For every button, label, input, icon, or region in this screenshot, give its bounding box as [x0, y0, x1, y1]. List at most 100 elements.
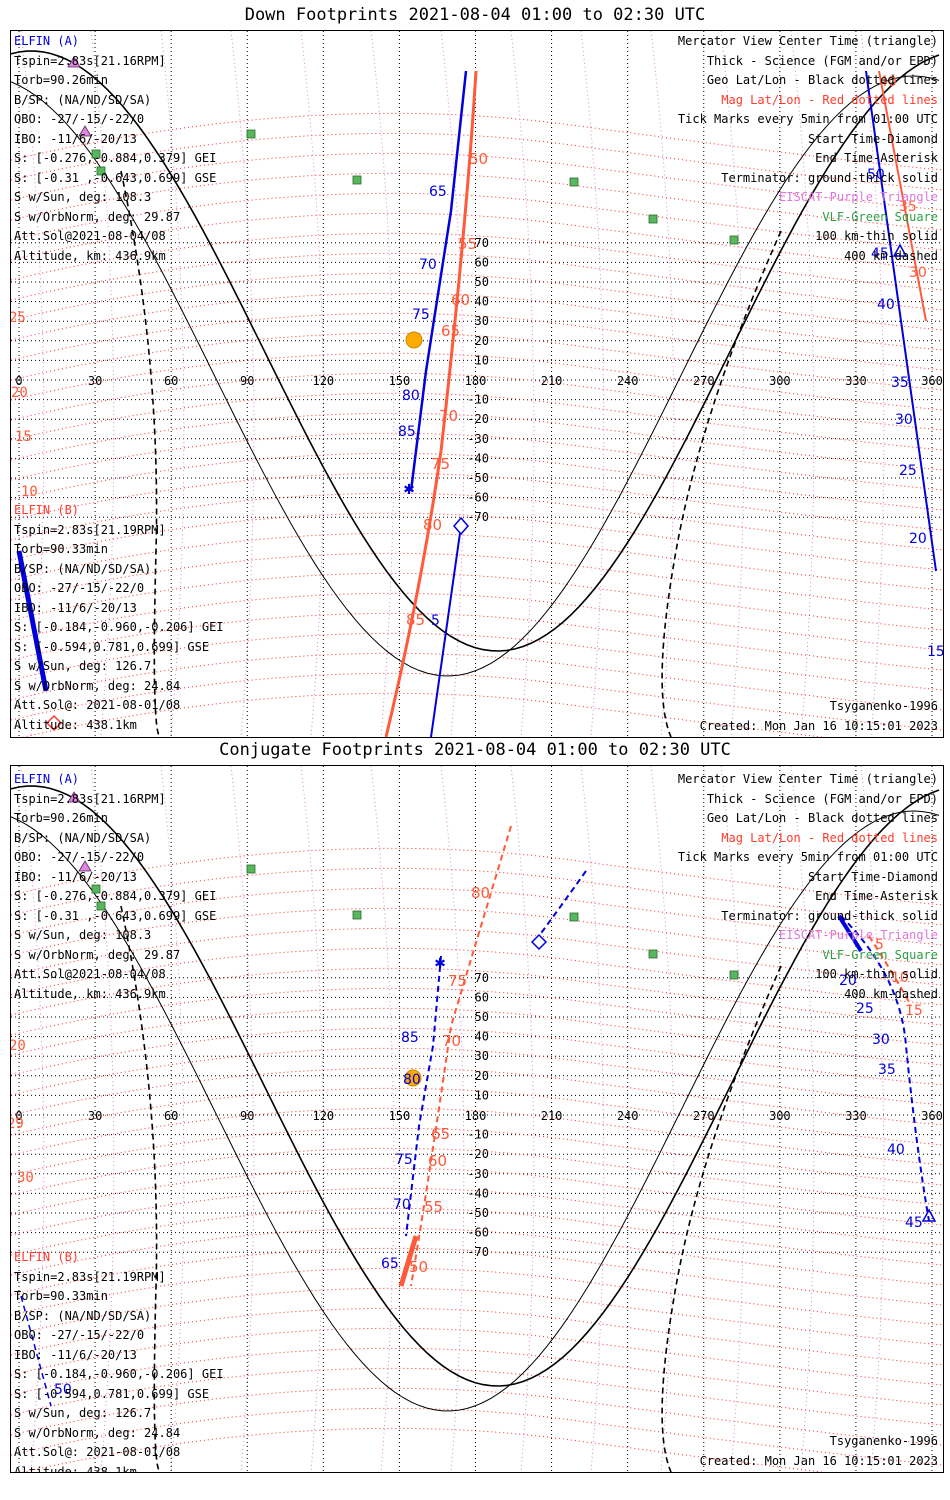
sat-a-line: OBO: -27/-15/-22/0 [14, 850, 145, 864]
sat-b-line: S: [-0.594,0.781,0.699] GSE [14, 639, 210, 654]
elfin-b-tick-label: 25 [899, 463, 917, 479]
elfin-b-tick-label: 20 [909, 531, 927, 547]
y-tick-label: -40 [467, 1186, 489, 1200]
legend-item: Thick - Science (FGM and/or EPD) [706, 53, 938, 68]
sat-b-line: S: [-0.184,-0.960,-0.206] GEI [14, 1367, 224, 1381]
mag-lat-label: 20 [11, 1038, 26, 1054]
sat-a-line: Altitude, km: 436.9km [14, 248, 166, 263]
eiscat-triangle [78, 860, 92, 872]
elfin-a-tick-label: 75 [395, 1152, 413, 1168]
mag-lat-label: 15 [15, 429, 32, 445]
footer-info: Tsyganenko-1996 Created: Mon Jan 16 10:1… [700, 1432, 938, 1471]
legend-item: Mag Lat/Lon - Red dotted lines [721, 92, 938, 107]
y-tick-label: 10 [475, 1088, 489, 1102]
mag-lat-label: 80 [423, 516, 442, 534]
y-tick-label: -70 [467, 1245, 489, 1259]
x-tick-label: 30 [88, 374, 102, 388]
y-tick-label: 70 [475, 236, 489, 250]
mag-lat-label: 29 [11, 1116, 24, 1132]
x-tick-label: 360 [921, 1109, 943, 1123]
mag-lat-label: 10 [891, 970, 909, 986]
mag-lon-line [230, 766, 255, 1472]
sat-a-line: Torb=90.26min [14, 73, 108, 87]
elfin-b-tick-label: 35 [891, 375, 909, 391]
y-tick-label: -60 [467, 1226, 489, 1240]
mag-lat-label: 40 [879, 74, 897, 90]
sat-a-line: IBO: -11/6/-20/13 [14, 869, 137, 884]
mag-lat-label: 5 [875, 937, 884, 953]
elfin-b-track [840, 915, 930, 1222]
sat-b-line: Torb=90.33min [14, 1289, 108, 1303]
model-label: Tsyganenko-1996 [829, 699, 938, 713]
mag-lat-label: 25 [11, 310, 26, 326]
x-tick-label: 60 [164, 374, 178, 388]
elfin-a-tick-label: 70 [419, 257, 437, 273]
mag-lat-label: 70 [442, 1032, 461, 1050]
vlf-station-square [648, 214, 658, 224]
y-tick-label: -40 [467, 451, 489, 465]
sat-a-line: S w/Sun, deg: 108.3 [14, 928, 152, 942]
mag-lat-label: 60 [428, 1152, 447, 1170]
y-tick-label: -50 [467, 1206, 489, 1220]
y-tick-label: 30 [475, 314, 489, 328]
mag-lat-label: 65 [441, 322, 460, 340]
elfin-b-tick-label: 40 [877, 297, 895, 313]
end-asterisk: ✱ [404, 478, 415, 499]
view-center-triangle [892, 243, 908, 257]
footer-info: Tsyganenko-1996 Created: Mon Jan 16 10:1… [700, 697, 938, 736]
elfin-b-track [430, 525, 462, 737]
sat-b-line: Att.Sol@: 2021-08-01/08 [14, 698, 181, 712]
mag-lon-line [650, 31, 675, 737]
mag-lon-line [370, 766, 395, 1472]
vlf-station-square [96, 166, 106, 176]
mag-lon-line [300, 766, 325, 1472]
x-tick-label: 150 [389, 1109, 411, 1123]
x-tick-label: 360 [921, 374, 943, 388]
elfin-b-magtrack [878, 70, 927, 322]
elfin-b-tick-label: 5 [431, 613, 440, 629]
elfin-a-track [405, 955, 442, 1237]
sat-b-line: S w/OrbNorm, deg: 24.84 [14, 1425, 181, 1440]
legend-item: Geo Lat/Lon - Black dotted lines [706, 73, 938, 87]
sun-marker [405, 331, 423, 349]
mag-lat-label: 85 [406, 611, 425, 629]
vlf-station-square [246, 129, 256, 139]
x-tick-label: 150 [389, 374, 411, 388]
sat-b-line: S: [-0.594,0.781,0.699] GSE [14, 1386, 210, 1401]
eiscat-triangle [78, 125, 92, 137]
sat-b-line: S w/Sun, deg: 126.7 [14, 1406, 152, 1420]
elfin-a-tick-label: 65 [381, 1256, 399, 1272]
legend-item: 400 km-dashed [844, 986, 938, 1001]
mag-lon-line [580, 766, 605, 1472]
sat-b-line: B/SP: (NA/ND/SD/SA) [14, 561, 152, 576]
sat-info-a: ELFIN (A) Tspin=2.83s[21.16RPM] Torb=90.… [14, 32, 216, 266]
legend-item: Terminator: ground-thick solid [721, 908, 938, 923]
terminator-400km [661, 230, 782, 737]
mag-lon-line [440, 31, 465, 737]
elfin-a-magtrack [384, 70, 478, 737]
sat-a-line: S w/OrbNorm, deg: 29.87 [14, 947, 181, 962]
legend-item: VLF-Green Square [822, 947, 938, 962]
mag-lon-line [790, 766, 815, 1472]
vlf-station-square [729, 235, 739, 245]
map-plot: 0 30 60 90 120 150 180 210 240 270 300 330 360 70 60 50… [11, 766, 943, 1472]
mag-lon-line [160, 766, 185, 1472]
x-tick-label: 210 [541, 374, 563, 388]
elfin-a-tick-label: 65 [429, 184, 447, 200]
mag-lon-line [720, 31, 745, 737]
legend-item: End Time-Asterisk [815, 151, 938, 165]
elfin-b-track [20, 1295, 52, 1407]
terminator-100km [11, 810, 940, 1412]
elfin-a-science [398, 1235, 419, 1287]
sat-b-line: OBO: -27/-15/-22/0 [14, 1328, 145, 1342]
x-tick-label: 90 [240, 1109, 254, 1123]
mag-lat-label: 55 [424, 1198, 443, 1216]
legend-item: Mercator View Center Time (triangle) [677, 772, 938, 786]
legend-item: Tick Marks every 5min from 01:00 UTC [677, 850, 938, 864]
x-tick-label: 330 [845, 1109, 867, 1123]
y-tick-label: 10 [475, 353, 489, 367]
mag-lat-label: 50 [469, 150, 488, 168]
y-tick-label: 20 [475, 1069, 489, 1083]
mag-lat-label: 30 [17, 1170, 34, 1186]
mag-lat-label: 80 [471, 884, 490, 902]
